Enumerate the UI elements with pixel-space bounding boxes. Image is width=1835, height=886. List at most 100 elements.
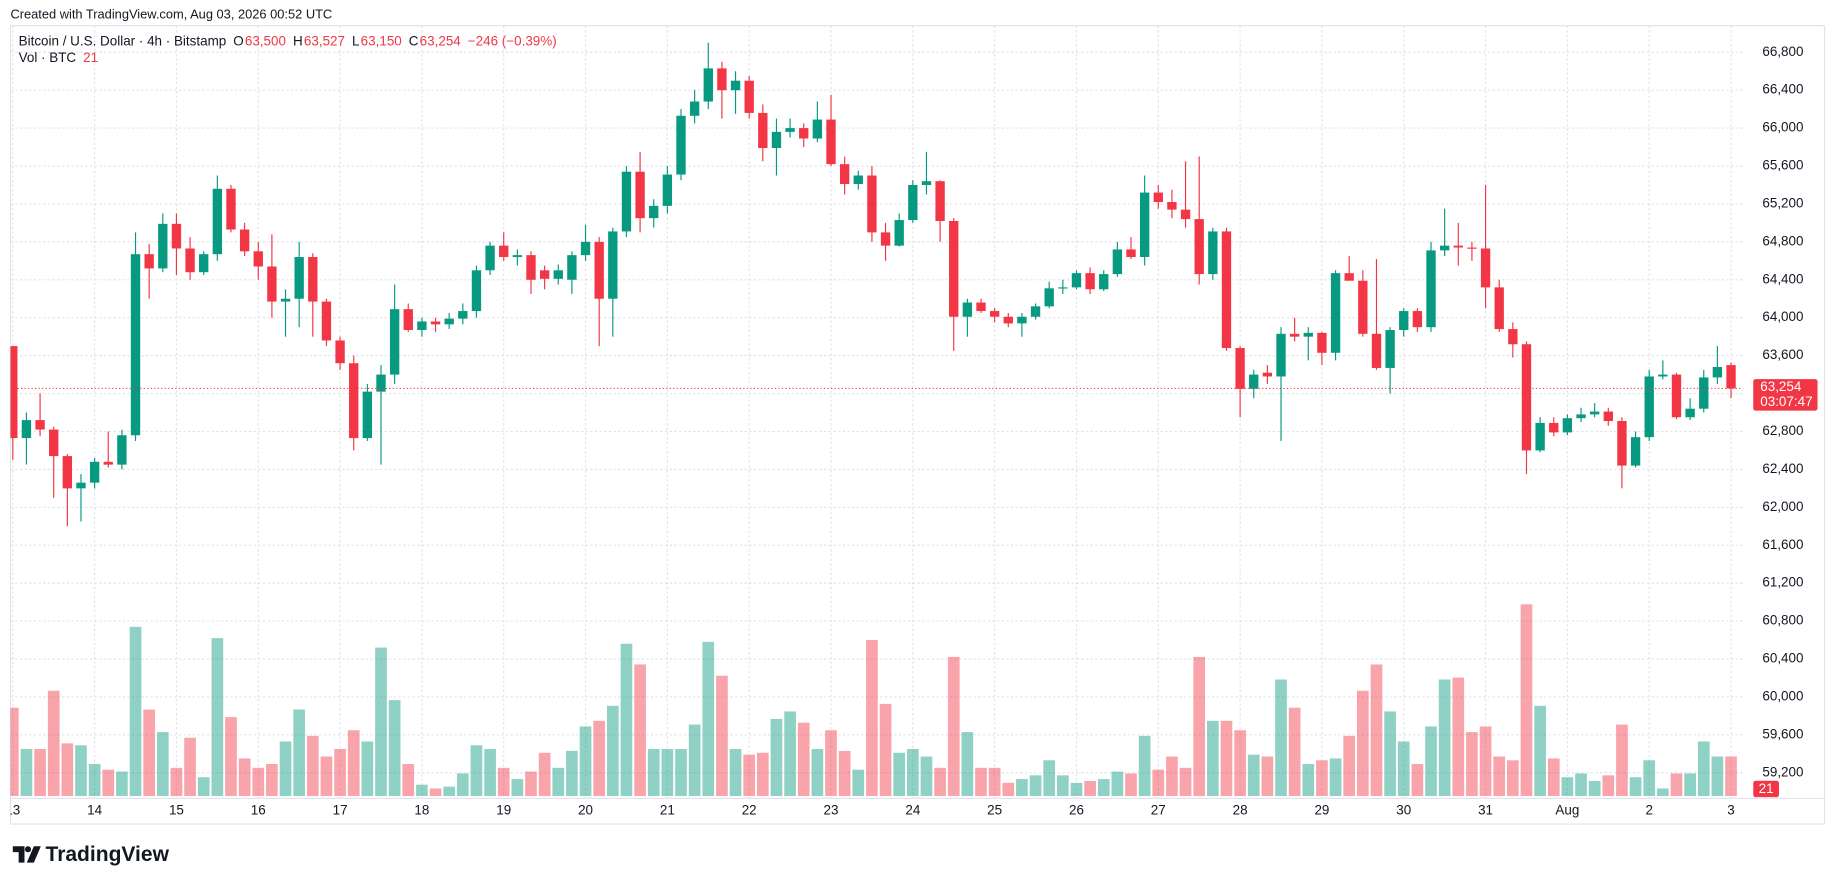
candle-body (239, 229, 250, 252)
volume-legend-value: 21 (83, 50, 98, 65)
volume-bar (1643, 760, 1656, 796)
candle-body (226, 188, 236, 230)
change: −246 (−0.39%) (468, 34, 557, 49)
x-tick-label: 22 (742, 803, 757, 818)
candle-body (1426, 250, 1436, 328)
candle-body (117, 435, 127, 465)
volume-bar (1670, 773, 1683, 796)
y-tick-label: 60,400 (1762, 651, 1803, 666)
ohlc-value: 63,500 (245, 34, 286, 49)
candle-body (949, 221, 959, 317)
volume-bar (170, 767, 183, 796)
volume-bar (1561, 777, 1574, 796)
candle-body (1030, 306, 1041, 317)
volume-bar (975, 767, 987, 796)
ohlc-key: L (352, 34, 360, 49)
volume-bar (20, 749, 33, 796)
volume-badge (1753, 780, 1779, 798)
volume-bar (320, 756, 333, 796)
x-tick-label: 2 (1645, 803, 1652, 818)
volume-bar (866, 640, 878, 796)
candle-body (308, 257, 318, 302)
volume-bar (825, 730, 837, 796)
volume-bar (416, 784, 428, 796)
candle-body (1712, 366, 1723, 378)
volume-bar (1302, 764, 1315, 796)
volume-bar (334, 749, 346, 796)
volume-bar (1384, 711, 1396, 796)
volume-bar (811, 749, 824, 796)
volume-bar (211, 638, 224, 796)
volume-bar (1316, 760, 1328, 796)
x-tick-label: 18 (414, 803, 429, 818)
volume-bar (1534, 705, 1546, 796)
volume-bar (238, 758, 251, 796)
volume-bar (143, 709, 156, 796)
candle-body (1317, 332, 1327, 353)
candle-body (35, 420, 45, 430)
candle-body (689, 101, 700, 116)
volume-legend-label: Vol · BTC (19, 50, 77, 65)
candle-body (1630, 437, 1641, 466)
candle-body (1699, 377, 1709, 409)
candle-body (1685, 408, 1695, 418)
candle-body (1562, 418, 1573, 433)
volume-bar (61, 743, 74, 796)
candle-body (621, 171, 632, 232)
candle-body (103, 461, 113, 465)
volume-bar (756, 752, 769, 796)
candle-body (676, 115, 686, 175)
candle-body (1549, 422, 1559, 433)
volume-bar (784, 711, 796, 796)
volume-bar (1397, 741, 1410, 796)
volume-bar (525, 771, 537, 796)
candle-body (1003, 316, 1013, 324)
candle-body (717, 68, 727, 91)
candle-body (976, 302, 986, 312)
candle-body (1235, 348, 1245, 389)
candle-body (1576, 414, 1586, 419)
volume-bar (1029, 775, 1042, 796)
volume-bar (988, 767, 1001, 796)
volume-bar (116, 771, 128, 796)
volume-bar (606, 705, 619, 796)
volume-bar (552, 767, 565, 796)
volume-bar (1452, 677, 1465, 796)
volume-bar (1493, 756, 1506, 796)
volume-bar (361, 741, 374, 796)
y-tick-label: 64,400 (1762, 271, 1803, 286)
volume-bar (661, 749, 674, 796)
candle-body (89, 461, 100, 483)
volume-bar (1616, 724, 1628, 796)
volume-bar (1506, 760, 1519, 796)
candle-body (921, 181, 932, 185)
volume-bar (729, 749, 742, 796)
volume-bar (1343, 735, 1356, 796)
candle-body (1535, 422, 1545, 451)
last-price-label: 63,254 (1760, 379, 1802, 394)
volume-bar (1697, 741, 1710, 796)
candle-body (1617, 421, 1627, 466)
x-tick-label: 27 (1151, 803, 1166, 818)
x-tick-label: 31 (1478, 803, 1493, 818)
candle-body (1453, 245, 1463, 248)
volume-bar (252, 767, 265, 796)
volume-bar (88, 764, 101, 796)
candle-body (1589, 411, 1600, 415)
candle-body (212, 188, 223, 255)
x-tick-label: 30 (1396, 803, 1411, 818)
volume-bar (1575, 773, 1587, 796)
volume-bar (1166, 756, 1178, 796)
candle-body (349, 363, 359, 439)
x-tick-label: 24 (905, 803, 920, 818)
candle-body (280, 298, 291, 302)
volume-bar (1084, 780, 1096, 796)
x-tick-label: 13 (5, 803, 20, 818)
volume-bar (511, 779, 524, 796)
candle-body (130, 254, 141, 436)
volume-bar (1329, 758, 1342, 796)
y-tick-label: 66,000 (1762, 120, 1803, 135)
candle-body (771, 131, 782, 149)
candle-body (758, 112, 768, 149)
